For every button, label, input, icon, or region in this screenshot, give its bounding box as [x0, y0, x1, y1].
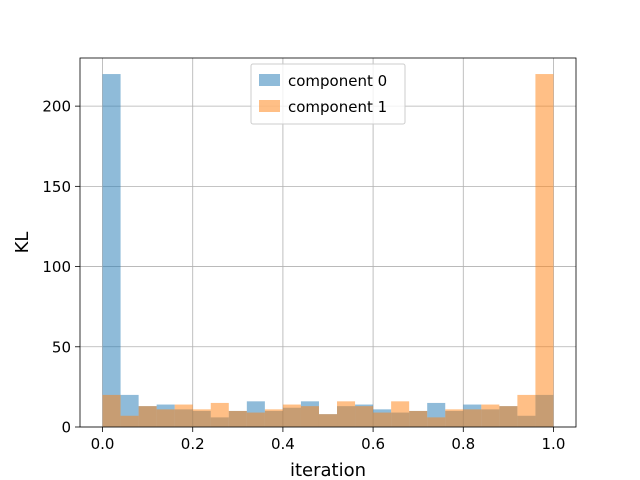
- bar: [174, 404, 193, 427]
- bar: [409, 410, 428, 427]
- bar: [337, 401, 356, 427]
- axes-frame: [79, 57, 577, 428]
- series-0: [102, 74, 554, 427]
- legend-label: component 0: [288, 72, 387, 90]
- bar: [300, 406, 319, 427]
- bar: [102, 74, 121, 427]
- bar: [499, 406, 518, 427]
- x-tick-label: 0.2: [181, 435, 205, 453]
- bar: [282, 404, 301, 427]
- bar: [355, 406, 374, 427]
- bar: [102, 394, 121, 427]
- legend-box: [250, 63, 406, 125]
- x-tick-label: 0.0: [91, 435, 115, 453]
- legend-label: component 1: [288, 98, 387, 116]
- bar: [120, 415, 139, 427]
- legend: component 0 component 1: [250, 63, 406, 125]
- x-tick-label: 1.0: [542, 435, 566, 453]
- bar: [318, 414, 338, 427]
- bar: [210, 402, 229, 427]
- y-tick-label: 0: [61, 419, 71, 437]
- bar: [246, 412, 265, 427]
- bar: [427, 417, 446, 427]
- bar: [391, 401, 410, 427]
- bar: [138, 406, 157, 427]
- bar: [264, 409, 283, 427]
- y-tick-label: 100: [42, 258, 71, 276]
- bars: [102, 74, 554, 427]
- bar: [373, 412, 392, 427]
- legend-swatch: [259, 74, 280, 86]
- bar: [481, 404, 500, 427]
- bar: [535, 74, 554, 427]
- bar: [228, 410, 247, 427]
- x-tick-label: 0.4: [271, 435, 295, 453]
- y-tick-label: 50: [52, 338, 71, 356]
- x-tick-label: 0.8: [451, 435, 475, 453]
- y-tick-label: 200: [42, 98, 71, 116]
- ticks: 0.0 0.2 0.4 0.6 0.8 1.0 0 50 100 150 200: [42, 98, 565, 453]
- bar: [517, 394, 536, 427]
- y-axis-label: KL: [12, 232, 33, 254]
- x-axis-label: iteration: [290, 460, 366, 480]
- bar: [463, 409, 482, 427]
- bar: [445, 409, 464, 427]
- x-tick-label: 0.6: [361, 435, 385, 453]
- y-tick-label: 150: [42, 178, 71, 196]
- series-1: [102, 74, 554, 427]
- bar: [192, 409, 211, 427]
- bar: [156, 409, 175, 427]
- legend-swatch: [259, 100, 280, 112]
